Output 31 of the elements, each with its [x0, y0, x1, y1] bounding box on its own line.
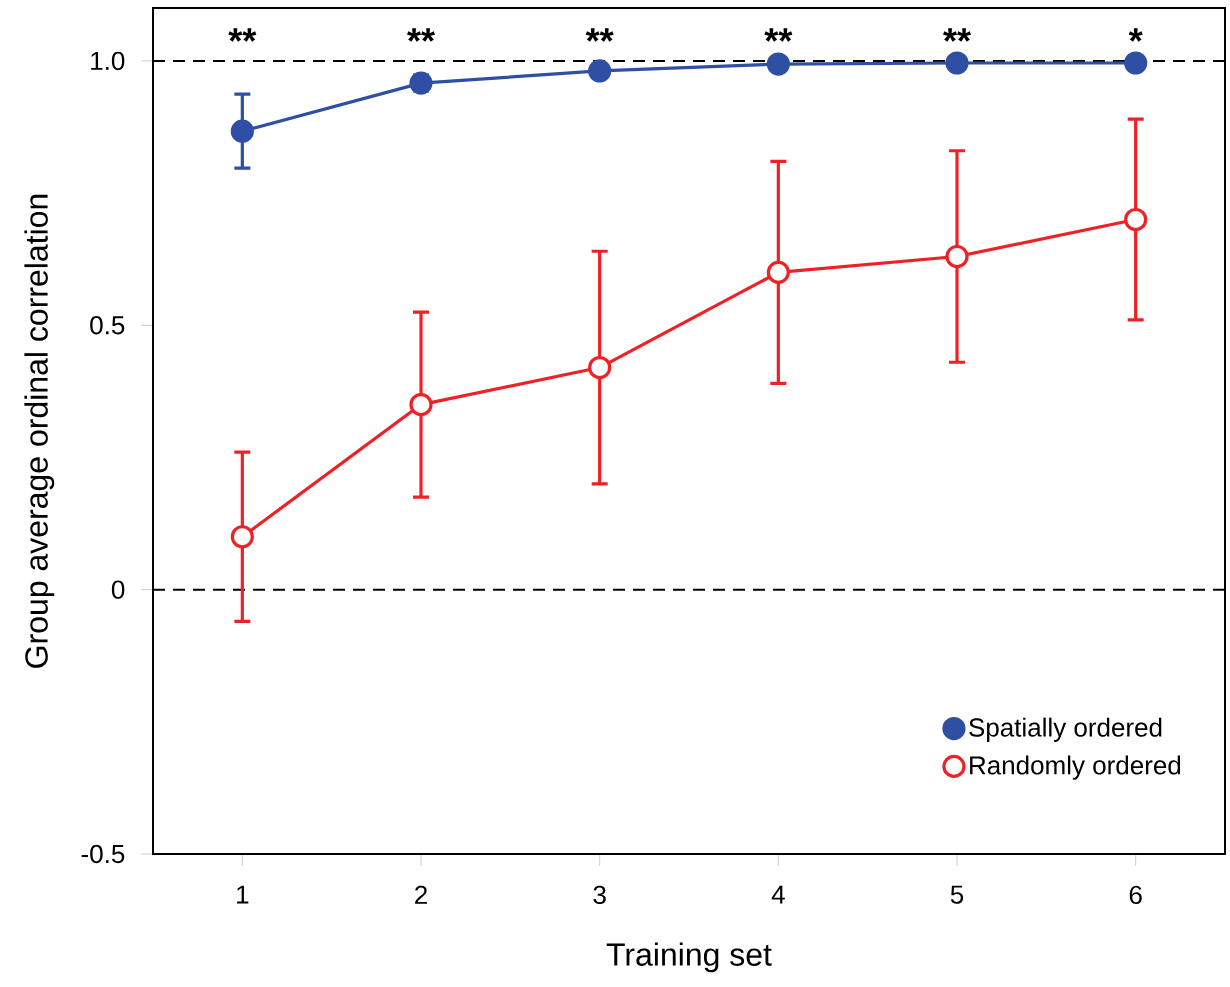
point — [1124, 207, 1148, 232]
y-tick-label: 1.0 — [91, 51, 125, 71]
point — [1124, 51, 1148, 75]
x-tick-label: 4 — [771, 885, 785, 904]
x-tick-label: 1 — [237, 885, 249, 904]
y-tick-label: -0.5 — [81, 844, 125, 864]
legend-label: Randomly ordered — [970, 755, 1181, 780]
x-tick-label: 3 — [593, 885, 606, 905]
point — [588, 355, 612, 380]
point — [230, 119, 254, 143]
point — [945, 244, 969, 269]
point — [230, 525, 254, 549]
annotation: ** — [585, 28, 614, 42]
x-axis-title: Training set — [606, 942, 772, 973]
annotation: ** — [764, 28, 793, 42]
y-tick-label: 0 — [111, 580, 125, 599]
point — [766, 260, 790, 284]
annotation: ** — [943, 28, 971, 42]
annotation: ** — [228, 28, 257, 42]
legend-label: Spatially ordered — [969, 717, 1162, 742]
x-tick-label: 5 — [950, 885, 964, 904]
y-axis-title: Group average ordinal correlation — [24, 194, 55, 668]
x-tick-label: 6 — [1129, 885, 1142, 905]
y-tick-label: 0.5 — [90, 316, 125, 335]
annotation: ** — [407, 28, 435, 42]
point — [945, 51, 969, 75]
x-tick-label: 2 — [415, 885, 427, 904]
annotation: * — [1128, 28, 1143, 42]
point — [766, 52, 790, 76]
point — [409, 392, 433, 417]
point — [588, 59, 612, 83]
